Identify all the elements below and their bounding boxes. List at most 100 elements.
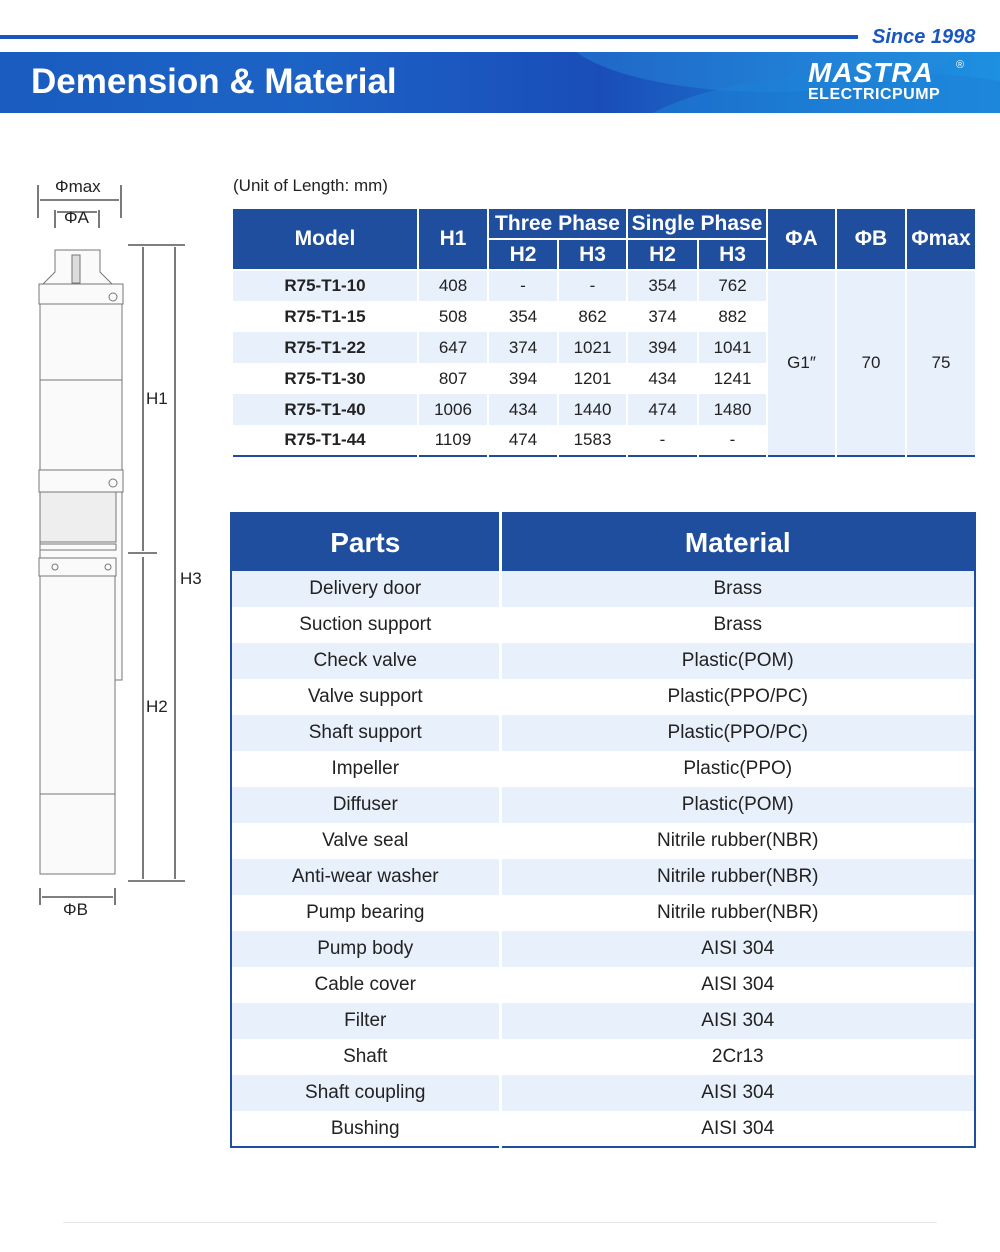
since-text: Since 1998 [872,26,976,48]
three-phase-h3-cell: 1201 [557,363,628,394]
h2-label: H2 [146,697,168,716]
h1-label: H1 [146,389,168,408]
part-cell: Diffuser [231,787,502,823]
material-row: Pump body AISI 304 [231,931,975,967]
phia-label: ΦA [64,208,90,227]
material-row: Valve support Plastic(PPO/PC) [231,679,975,715]
single-phase-h2-cell: 434 [626,363,699,394]
h1-cell: 1006 [417,394,489,425]
h1-cell: 1109 [417,425,489,456]
dimension-row: R75-T1-44 1109 474 1583- - [231,425,976,456]
part-cell: Anti-wear washer [231,859,502,895]
part-cell: Valve seal [231,823,502,859]
dimension-row: R75-T1-22 647 374 1021 394 1041 [231,332,976,363]
material-cell: Brass [713,614,763,635]
pump-drawing: Φmax ΦA H1 H2 H3 ΦB [37,177,202,919]
material-row: Filter AISI 304 [231,1003,975,1039]
single-phase-h3-cell: 1480 [697,394,768,425]
part-cell: Pump bearing [231,895,502,931]
part-cell: Shaft coupling [231,1075,502,1111]
three-phase-h2-cell: 394 [487,363,559,394]
header-phimax: Φmax [905,207,977,271]
three-phase-h3-cell: 862 [557,301,628,332]
phia-cell: G1″ [766,270,837,456]
part-cell: Shaft support [231,715,502,751]
h1-cell: 508 [417,301,489,332]
model-cell: R75-T1-15 [231,301,419,332]
part-cell: Shaft [231,1039,502,1075]
part-cell: Delivery door [231,571,502,607]
single-phase-h3-cell: 882 [697,301,768,332]
dimension-row: R75-T1-10 408- -354 762 G1″ 70 75 [231,270,977,456]
material-row: Shaft support Plastic(PPO/PC) [231,715,975,751]
header-h1: H1 [417,207,489,271]
material-row: Diffuser Plastic(POM) [231,787,975,823]
header-material: Material [500,513,975,571]
material-row: Shaft 2Cr13 [231,1039,975,1075]
three-phase-h3-cell: 1440 [557,394,628,425]
part-cell: Impeller [231,751,502,787]
header-parts: Parts [231,513,502,571]
header-sp-h2: H2 [626,238,699,271]
brand-logo: MASTRA ELECTRICPUMP ® [808,59,964,104]
registered-icon: ® [956,59,965,71]
material-table: Parts Material Delivery door Brass Suction… [230,512,976,1148]
part-cell: Valve support [231,679,502,715]
h1-cell: 807 [417,363,489,394]
material-cell: 2Cr13 [711,1046,764,1067]
title-banner: Demension & Material MASTRA ELECTRICPUMP… [0,52,1000,113]
h1-cell: 408 [417,270,489,301]
part-cell: Pump body [231,931,502,967]
three-phase-h3-cell: 1021 [557,332,628,363]
material-row: Suction support Brass [231,607,975,643]
material-cell: AISI 304 [701,974,775,995]
single-phase-h3-cell: 1241 [697,363,768,394]
material-cell: Brass [500,571,975,607]
part-cell: Cable cover [231,967,502,1003]
three-phase-h2-cell: - [487,270,559,301]
header-tp-h3: H3 [557,238,628,271]
header-phib: ΦB [835,207,907,271]
unit-note: (Unit of Length: mm) [233,176,388,195]
part-cell: Filter [231,1003,502,1039]
material-cell: Plastic(POM) [500,643,975,679]
part-cell: Check valve [231,643,502,679]
three-phase-h2-cell: 354 [487,301,559,332]
material-cell: Nitrile rubber(NBR) [656,830,819,851]
part-cell: Bushing [231,1111,502,1147]
single-phase-h2-cell: - [626,425,699,456]
logo-subtitle: ELECTRICPUMP [808,86,941,103]
three-phase-h3-cell: 1583 [557,425,628,456]
h3-label: H3 [180,569,202,588]
material-row: Anti-wear washer Nitrile rubber(NBR) [231,859,975,895]
dimension-row: R75-T1-15 508 354 862 374 882 [231,301,976,332]
material-cell: Plastic(PPO/PC) [667,686,808,707]
single-phase-h3-cell: 762 [697,270,768,301]
material-row: Bushing AISI 304 [231,1111,975,1147]
header-single-phase: Single Phase [626,207,768,240]
material-cell: AISI 304 [500,1075,975,1111]
model-cell: R75-T1-44 [231,425,419,456]
material-row: Delivery door Brass [231,571,975,607]
material-row: Shaft coupling AISI 304 [231,1075,975,1111]
phimax-label: Φmax [55,177,101,196]
header-phia: ΦA [766,207,837,271]
header-tp-h2: H2 [487,238,559,271]
model-cell: R75-T1-40 [231,394,419,425]
part-cell: Suction support [231,607,502,643]
dimension-table: Model H1 Three Phase Single Phase ΦA ΦB … [231,207,977,457]
single-phase-h2-cell: 474 [626,394,699,425]
header-rule [0,35,858,39]
single-phase-h3-cell: - [697,425,768,456]
model-cell: R75-T1-10 [231,270,419,301]
three-phase-h2-cell: 434 [487,394,559,425]
material-cell: AISI 304 [500,1003,975,1039]
single-phase-h2-cell: 374 [626,301,699,332]
model-cell: R75-T1-30 [231,363,419,394]
material-cell: Nitrile rubber(NBR) [656,902,819,923]
single-phase-h2-cell: 394 [626,332,699,363]
material-cell: AISI 304 [500,931,975,967]
material-row: Pump bearing Nitrile rubber(NBR) [231,895,975,931]
material-row: Valve seal Nitrile rubber(NBR) [231,823,975,859]
three-phase-h3-cell: - [557,270,628,301]
